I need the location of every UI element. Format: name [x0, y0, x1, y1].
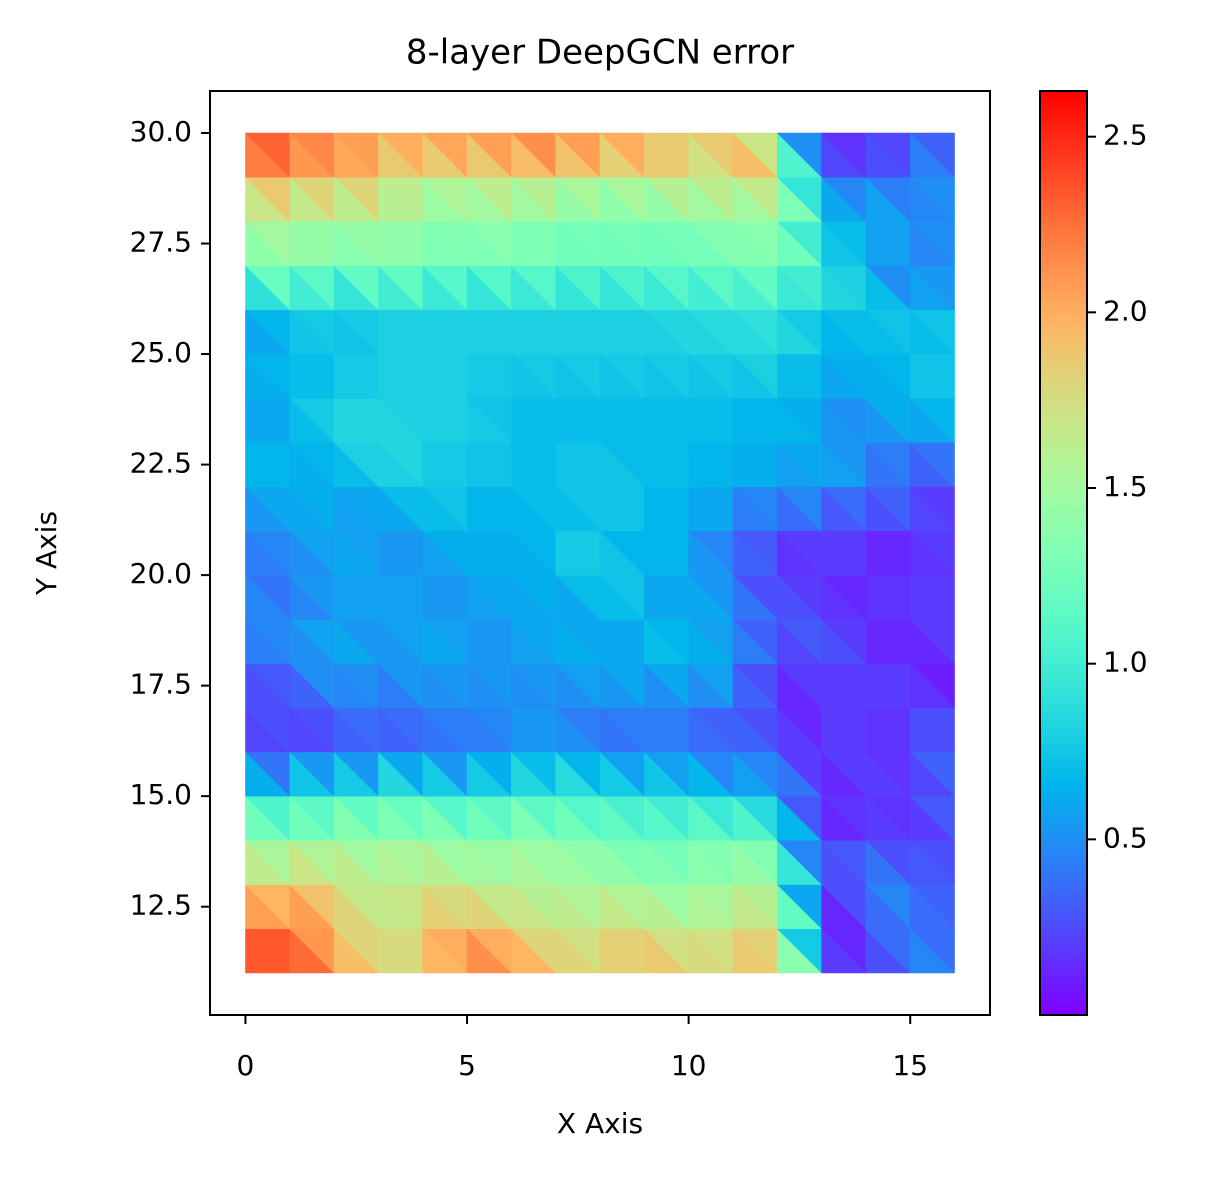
colorbar-tick-label: 0.5 [1103, 821, 1148, 854]
x-tick-label: 10 [671, 1049, 707, 1082]
colorbar-tick-label: 1.0 [1103, 646, 1148, 679]
axes-frame [209, 90, 991, 1016]
colorbar-tick-label: 2.0 [1103, 294, 1148, 327]
y-axis-label: Y Axis [30, 511, 63, 596]
y-tick-label: 17.5 [130, 668, 192, 701]
y-tick-label: 15.0 [130, 778, 192, 811]
y-tick-label: 12.5 [130, 889, 192, 922]
triangle [909, 132, 955, 178]
y-tick-label: 30.0 [130, 115, 192, 148]
y-tick-label: 20.0 [130, 557, 192, 590]
y-tick-label: 27.5 [130, 226, 192, 259]
chart-title: 8-layer DeepGCN error [406, 33, 794, 73]
y-tick-label: 22.5 [130, 447, 192, 480]
colorbar-tick-label: 1.5 [1103, 470, 1148, 503]
colorbar [1039, 90, 1088, 1016]
x-axis-label: X Axis [557, 1107, 643, 1140]
colorbar-tick-label: 2.5 [1103, 119, 1148, 152]
x-tick-label: 15 [892, 1049, 928, 1082]
y-tick-label: 25.0 [130, 336, 192, 369]
plot-area [244, 132, 956, 974]
x-tick-label: 0 [237, 1049, 255, 1082]
x-tick-label: 5 [458, 1049, 476, 1082]
